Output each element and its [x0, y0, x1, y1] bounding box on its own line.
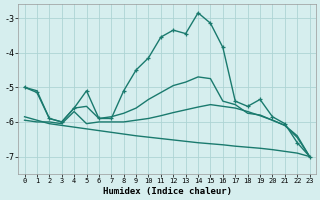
X-axis label: Humidex (Indice chaleur): Humidex (Indice chaleur) [103, 187, 232, 196]
